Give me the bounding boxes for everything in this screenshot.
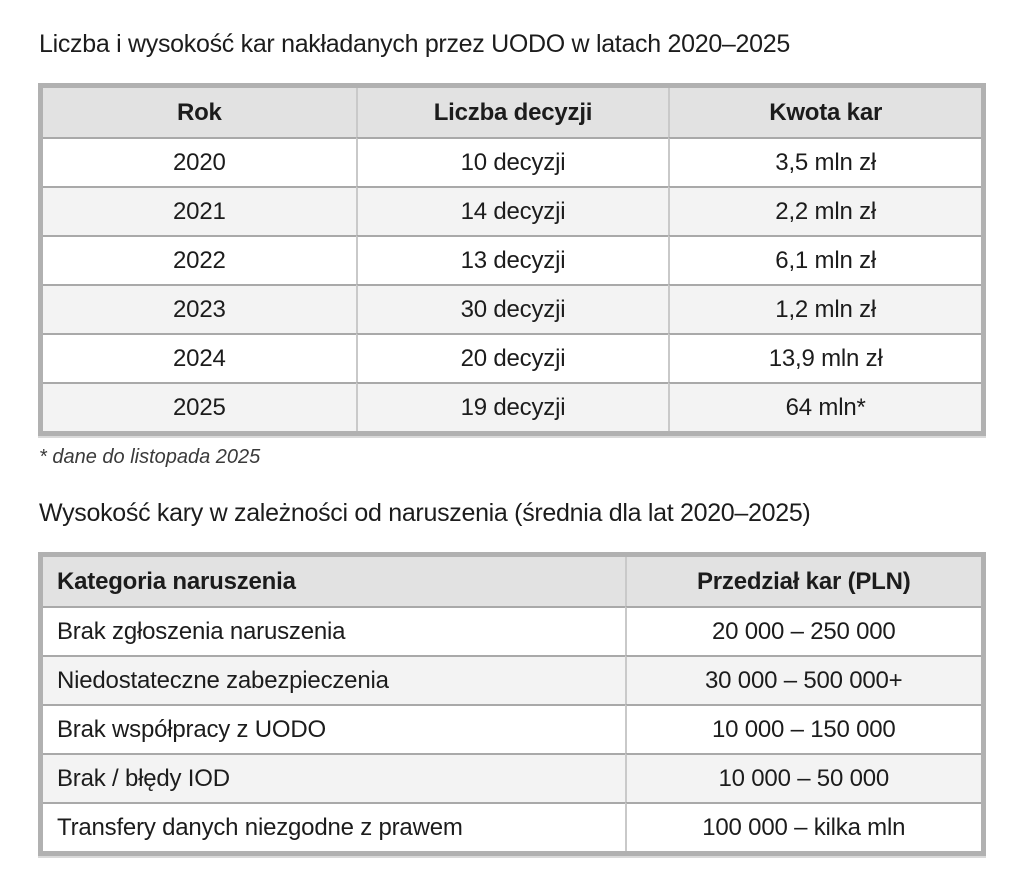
table-row: Transfery danych niezgodne z prawem 100 0… bbox=[43, 802, 981, 851]
fines-by-category-title: Wysokość kary w zależności od naruszenia… bbox=[39, 499, 811, 527]
table-cell: Brak współpracy z UODO bbox=[43, 704, 625, 753]
header-row: Rok Liczba decyzji Kwota kar bbox=[43, 88, 981, 137]
fines-by-year-table: Rok Liczba decyzji Kwota kar 2020 10 decyzj… bbox=[38, 83, 986, 436]
table-cell: 13 decyzji bbox=[355, 235, 669, 284]
document: Liczba i wysokość kar nakładanych przez … bbox=[38, 30, 986, 856]
table-cell: 10 000 – 150 000 bbox=[624, 704, 981, 753]
footnote: * dane do listopada 2025 bbox=[39, 446, 261, 468]
table-row: 2023 30 decyzji 1,2 mln zł bbox=[43, 284, 981, 333]
table-cell: 19 decyzji bbox=[355, 382, 669, 431]
table-cell: Brak zgłoszenia naruszenia bbox=[43, 606, 625, 655]
table-row: 2020 10 decyzji 3,5 mln zł bbox=[43, 137, 981, 186]
column-header: Przedział kar (PLN) bbox=[624, 557, 981, 606]
column-header: Liczba decyzji bbox=[355, 88, 669, 137]
table-cell: 2023 bbox=[43, 284, 356, 333]
table-row: 2022 13 decyzji 6,1 mln zł bbox=[43, 235, 981, 284]
table-row: 2021 14 decyzji 2,2 mln zł bbox=[43, 186, 981, 235]
column-header: Kwota kar bbox=[668, 88, 981, 137]
table-row: 2024 20 decyzji 13,9 mln zł bbox=[43, 333, 981, 382]
table-cell: 2021 bbox=[43, 186, 356, 235]
table-cell: 10 000 – 50 000 bbox=[624, 753, 981, 802]
table-row: Brak zgłoszenia naruszenia 20 000 – 250 0… bbox=[43, 606, 981, 655]
table-cell: 10 decyzji bbox=[355, 137, 669, 186]
table-cell: Transfery danych niezgodne z prawem bbox=[43, 802, 625, 851]
table-cell: Niedostateczne zabezpieczenia bbox=[43, 655, 625, 704]
table-cell: 20 decyzji bbox=[355, 333, 669, 382]
table-cell: 2024 bbox=[43, 333, 356, 382]
table-cell: 20 000 – 250 000 bbox=[624, 606, 981, 655]
table-cell: 3,5 mln zł bbox=[668, 137, 981, 186]
table-cell: 2020 bbox=[43, 137, 356, 186]
table-cell: 30 000 – 500 000+ bbox=[624, 655, 981, 704]
table-row: 2025 19 decyzji 64 mln* bbox=[43, 382, 981, 431]
table-row: Niedostateczne zabezpieczenia 30 000 – 50… bbox=[43, 655, 981, 704]
table-cell: 2025 bbox=[43, 382, 356, 431]
fines-by-year-title: Liczba i wysokość kar nakładanych przez … bbox=[39, 30, 790, 58]
table-cell: 6,1 mln zł bbox=[668, 235, 981, 284]
table-cell: 13,9 mln zł bbox=[668, 333, 981, 382]
table-cell: 1,2 mln zł bbox=[668, 284, 981, 333]
column-header: Kategoria naruszenia bbox=[43, 557, 625, 606]
table-cell: 30 decyzji bbox=[355, 284, 669, 333]
table-row: Brak współpracy z UODO 10 000 – 150 000 bbox=[43, 704, 981, 753]
fines-by-category-table: Kategoria naruszenia Przedział kar (PLN) … bbox=[38, 552, 986, 856]
table-cell: Brak / błędy IOD bbox=[43, 753, 625, 802]
table-cell: 2022 bbox=[43, 235, 356, 284]
table-cell: 64 mln* bbox=[668, 382, 981, 431]
header-row: Kategoria naruszenia Przedział kar (PLN) bbox=[43, 557, 981, 606]
column-header: Rok bbox=[43, 88, 356, 137]
table-row: Brak / błędy IOD 10 000 – 50 000 bbox=[43, 753, 981, 802]
table-cell: 100 000 – kilka mln bbox=[624, 802, 981, 851]
table-cell: 14 decyzji bbox=[355, 186, 669, 235]
table-cell: 2,2 mln zł bbox=[668, 186, 981, 235]
